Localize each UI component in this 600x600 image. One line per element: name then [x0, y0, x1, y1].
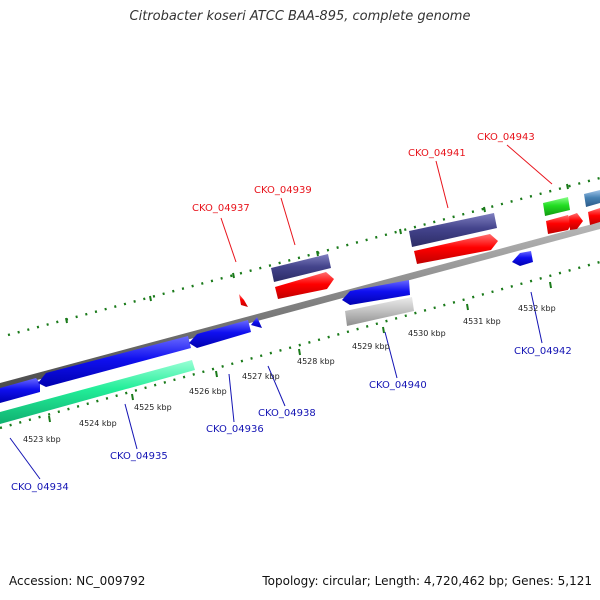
kbp-label: 4527 kbp [242, 372, 280, 381]
kbp-label: 4532 kbp [518, 304, 556, 313]
gene-block-purple [271, 254, 331, 282]
gene-label-top: CKO_04937 [192, 203, 250, 214]
gene-arrow-reverse [342, 280, 410, 305]
lower-major-ticks [48, 281, 552, 423]
gene-arrow-reverse [0, 378, 40, 403]
gene-label-bottom: CKO_04940 [369, 380, 427, 391]
gene-block-green [543, 197, 570, 216]
gene-block-gray [345, 297, 414, 326]
kbp-label: 4528 kbp [297, 357, 335, 366]
gene-arrow-forward [546, 215, 572, 234]
kbp-label: 4523 kbp [23, 435, 61, 444]
gene-label-bottom: CKO_04938 [258, 408, 316, 419]
accession-text: Accession: NC_009792 [9, 574, 146, 588]
top-callout-lines [220, 144, 553, 263]
gene-arrow-reverse [512, 251, 533, 266]
gene-arrow-forward [588, 208, 600, 225]
gene-arrow-forward [239, 294, 248, 307]
kbp-label: 4531 kbp [463, 317, 501, 326]
kbp-label: 4529 kbp [352, 342, 390, 351]
bottom-callout-lines [9, 291, 543, 480]
gene-label-top: CKO_04941 [408, 148, 466, 159]
kbp-label: 4530 kbp [408, 329, 446, 338]
upper-dotted-track [7, 176, 600, 337]
gene-block-steelblue [584, 190, 600, 207]
kbp-label: 4526 kbp [189, 387, 227, 396]
gene-arrow-reverse [251, 317, 262, 328]
gene-arrow-reverse [38, 336, 191, 387]
gene-label-bottom: CKO_04934 [11, 482, 69, 493]
gene-arrow-reverse [189, 320, 251, 348]
gene-label-bottom: CKO_04942 [514, 346, 572, 357]
kbp-label: 4524 kbp [79, 419, 117, 428]
gene-label-top: CKO_04943 [477, 132, 535, 143]
kbp-label: 4525 kbp [134, 403, 172, 412]
gene-arrow-teal [0, 360, 195, 424]
map-title: Citrobacter koseri ATCC BAA-895, complet… [129, 9, 471, 24]
upper-major-ticks [65, 183, 569, 324]
lower-dotted-track [0, 260, 600, 430]
gene-label-top: CKO_04939 [254, 185, 312, 196]
gene-block-purple [409, 213, 497, 247]
genome-summary-text: Topology: circular; Length: 4,720,462 bp… [262, 574, 592, 588]
gene-label-bottom: CKO_04936 [206, 424, 264, 435]
gene-arrow-forward [275, 272, 334, 299]
gene-arrow-forward [414, 234, 498, 264]
gene-label-bottom: CKO_04935 [110, 451, 168, 462]
gene-arrow-forward [569, 213, 583, 230]
